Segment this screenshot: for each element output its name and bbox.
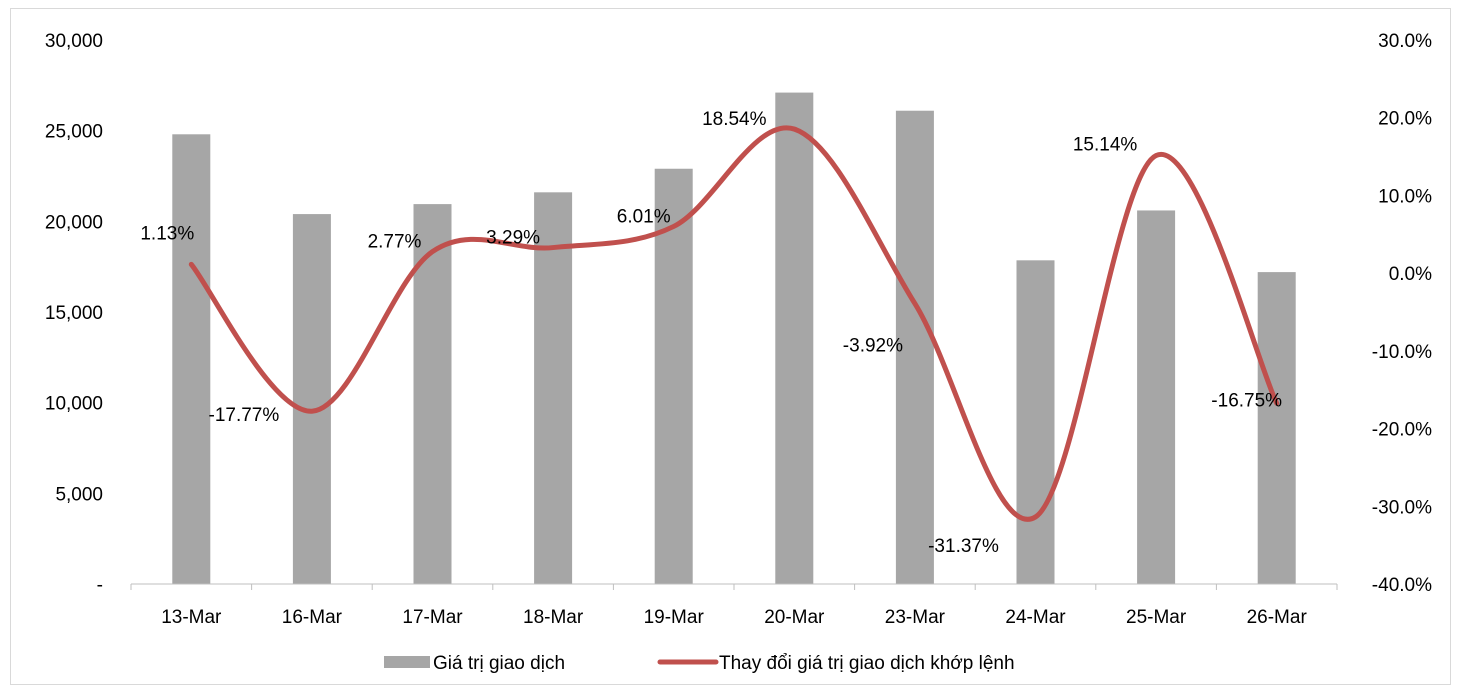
right-tick-label: 0.0%	[1389, 264, 1432, 285]
right-tick-label: -40.0%	[1372, 575, 1432, 596]
bar-series	[172, 92, 1296, 584]
data-labels: 1.13% -17.77% 2.77% 3.29% 6.01% 18.54% -3.92% -…	[140, 109, 1282, 557]
x-tick-label: 17-Mar	[402, 607, 463, 628]
bar	[1016, 260, 1055, 584]
x-tick-label: 23-Mar	[885, 607, 946, 628]
bar	[1137, 210, 1176, 584]
legend-label-bar: Giá trị giao dịch	[433, 653, 565, 674]
bar	[1257, 272, 1296, 584]
left-tick-label: 20,000	[45, 212, 103, 233]
left-tick-label: 30,000	[45, 31, 103, 52]
x-tick-label: 26-Mar	[1247, 607, 1308, 628]
right-tick-label: -30.0%	[1372, 497, 1432, 518]
right-tick-label: -10.0%	[1372, 342, 1432, 363]
data-label: 3.29%	[486, 228, 540, 249]
bar	[775, 92, 814, 584]
left-tick-label: 25,000	[45, 122, 103, 143]
legend-label-line: Thay đổi giá trị giao dịch khớp lệnh	[719, 653, 1015, 674]
data-label: -31.37%	[928, 536, 999, 557]
chart-frame	[10, 8, 1451, 685]
bar	[292, 214, 331, 584]
left-tick-label: 5,000	[55, 484, 103, 505]
data-label: -17.77%	[209, 405, 280, 426]
x-tick-label: 19-Mar	[644, 607, 705, 628]
line-series	[188, 125, 1280, 522]
data-label: 6.01%	[617, 206, 671, 227]
x-tick-label: 16-Mar	[282, 607, 343, 628]
x-tick-label: 18-Mar	[523, 607, 584, 628]
left-tick-label: 10,000	[45, 394, 103, 415]
right-axis: -40.0% -30.0% -20.0% -10.0% 0.0% 10.0% 20.0% 30…	[1372, 31, 1432, 596]
right-tick-label: 30.0%	[1378, 31, 1432, 52]
data-label: -3.92%	[843, 336, 903, 357]
right-tick-label: 10.0%	[1378, 186, 1432, 207]
bar	[654, 168, 693, 584]
data-label: 15.14%	[1073, 134, 1138, 155]
x-tick-label: 25-Mar	[1126, 607, 1187, 628]
left-tick-label: -	[97, 575, 103, 596]
bar	[895, 110, 934, 584]
left-axis: - 5,000 10,000 15,000 20,000 25,000 30,000	[45, 31, 103, 596]
right-tick-label: -20.0%	[1372, 420, 1432, 441]
x-tick-label: 20-Mar	[764, 607, 825, 628]
x-tick-label: 24-Mar	[1005, 607, 1066, 628]
data-label: -16.75%	[1211, 390, 1282, 411]
data-label: 1.13%	[140, 223, 194, 244]
legend-swatch-bar	[384, 656, 430, 668]
bar	[413, 204, 452, 584]
legend: Giá trị giao dịch Thay đổi giá trị giao …	[384, 653, 1015, 674]
right-tick-label: 20.0%	[1378, 109, 1432, 130]
x-axis: 13-Mar 16-Mar 17-Mar 18-Mar 19-Mar 20-Mar 23-M…	[130, 584, 1338, 628]
data-label: 18.54%	[702, 109, 767, 130]
data-label: 2.77%	[368, 232, 422, 253]
x-tick-label: 13-Mar	[161, 607, 222, 628]
bar	[534, 192, 573, 584]
left-tick-label: 15,000	[45, 303, 103, 324]
bar	[172, 134, 211, 584]
